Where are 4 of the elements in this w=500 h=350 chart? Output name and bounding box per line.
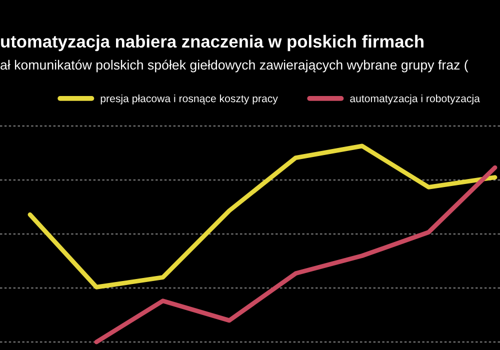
- chart-subtitle: ał komunikatów polskich spółek giełdowych zawierających wybrane grupy fraz (: [0, 60, 468, 72]
- legend-label: automatyzacja i robotyzacja: [350, 94, 480, 104]
- chart-title: utomatyzacja nabiera znaczenia w polskich firmach: [1, 34, 424, 52]
- legend-label: presja płacowa i rosnące koszty pracy: [100, 94, 278, 104]
